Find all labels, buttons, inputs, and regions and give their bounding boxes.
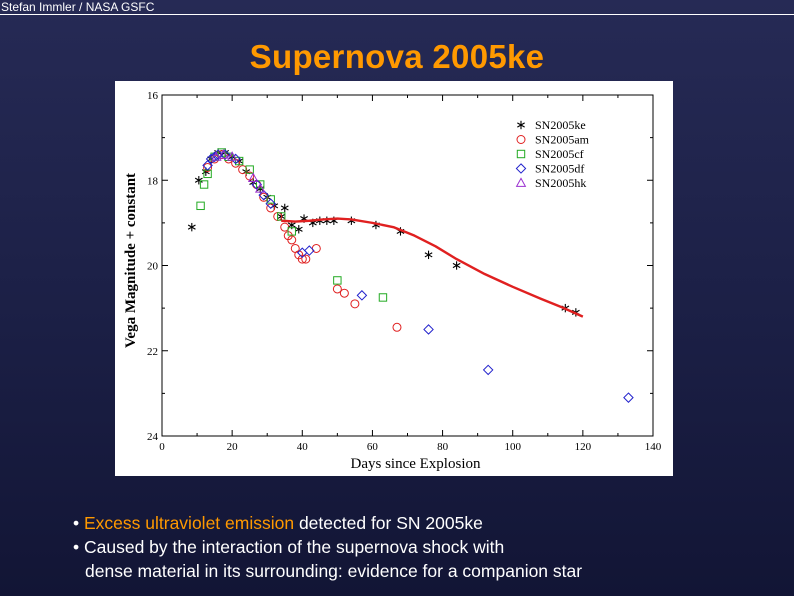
data-point-sn2005ke	[194, 176, 203, 185]
data-point-sn2005df	[230, 153, 241, 165]
header-rule	[0, 14, 794, 15]
x-tick-label: 80	[437, 441, 449, 453]
bullet-marker: •	[73, 513, 84, 533]
bullet-text: dense material in its surrounding: evide…	[85, 561, 583, 581]
data-point-sn2005df	[251, 179, 262, 190]
data-point-sn2005df	[265, 198, 277, 210]
bullet-text: detected for SN 2005ke	[294, 513, 483, 533]
data-point-sn2005cf	[199, 180, 209, 189]
x-tick-label: 120	[575, 441, 592, 453]
data-point-sn2005cf	[196, 201, 205, 211]
bullet-item-continuation: dense material in its surrounding: evide…	[73, 559, 783, 583]
data-point-sn2005cf	[378, 293, 388, 302]
data-point-sn2005ke	[452, 261, 461, 270]
data-point-sn2005df	[258, 189, 270, 201]
author-credit: Stefan Immler / NASA GSFC	[1, 0, 155, 14]
y-tick-label: 18	[147, 175, 159, 187]
data-point-sn2005hk	[218, 149, 229, 159]
x-tick-label: 40	[297, 441, 309, 453]
light-curve-chart: 0 20 40 60 80 100 120 140 16 18 20 22 24 Days since E…	[115, 81, 673, 476]
legend-label: SN2005cf	[535, 147, 584, 161]
slide-title: Supernova 2005ke	[0, 38, 794, 76]
data-point-sn2005am	[287, 235, 297, 245]
data-point-sn2005hk	[254, 183, 266, 193]
legend-marker-sn2005ke	[517, 120, 525, 130]
data-point-sn2005df	[623, 392, 634, 403]
bullet-list: • Excess ultraviolet emission detected f…	[73, 511, 783, 583]
data-point-sn2005cf	[287, 227, 296, 236]
legend-marker-sn2005hk	[515, 177, 527, 187]
legend-label: SN2005ke	[535, 118, 586, 132]
bullet-highlight: Excess ultraviolet emission	[84, 513, 295, 533]
data-point-sn2005am	[297, 254, 307, 264]
legend-label: SN2005am	[535, 133, 590, 147]
slide-title-text: Supernova 2005ke	[249, 38, 545, 75]
data-point-sn2005am	[203, 162, 213, 172]
data-point-sn2005df	[205, 153, 217, 165]
data-point-sn2005cf	[333, 276, 342, 285]
data-point-sn2005am	[280, 222, 290, 232]
y-tick-label: 16	[147, 90, 159, 102]
data-point-sn2005am	[350, 299, 360, 309]
data-point-sn2005am	[301, 254, 311, 264]
x-tick-label: 60	[367, 441, 379, 453]
data-point-sn2005cf	[266, 195, 275, 204]
y-tick-label: 24	[147, 431, 159, 443]
data-point-sn2005ke	[424, 250, 433, 260]
data-point-sn2005ke	[322, 216, 331, 225]
data-point-sn2005cf	[256, 180, 265, 189]
model-fit-line	[281, 217, 584, 318]
data-point-sn2005am	[266, 203, 276, 213]
data-point-sn2005am	[392, 322, 402, 332]
x-tick-label: 140	[645, 441, 662, 453]
legend-marker-sn2005am	[516, 135, 526, 144]
legend-label: SN2005df	[535, 162, 584, 176]
light-curve-svg: 0 20 40 60 80 100 120 140 16 18 20 22 24 Days since E…	[123, 90, 662, 472]
x-tick-label: 100	[504, 441, 521, 453]
data-point-sn2005ke	[187, 222, 196, 232]
data-point-sn2005am	[238, 165, 248, 175]
data-point-sn2005df	[482, 364, 494, 376]
data-point-sn2005df	[303, 245, 315, 256]
data-point-sn2005df	[356, 290, 368, 301]
x-tick-label: 20	[227, 441, 239, 453]
bullet-text: Caused by the interaction of the superno…	[84, 537, 505, 557]
data-point-sn2005ke	[294, 225, 303, 234]
x-axis-label: Days since Explosion	[351, 456, 481, 472]
legend-label: SN2005hk	[535, 176, 586, 190]
data-point-sn2005ke	[280, 203, 289, 213]
y-axis-label: Vega Magnitude + constant	[123, 173, 139, 348]
data-point-sn2005am	[339, 288, 349, 298]
data-point-sn2005am	[259, 192, 269, 202]
legend-marker-sn2005cf	[516, 149, 526, 159]
data-point-sn2005df	[423, 324, 434, 335]
legend-marker-sn2005df	[515, 163, 527, 174]
data-point-sn2005am	[332, 284, 342, 294]
data-point-sn2005hk	[226, 151, 238, 161]
bullet-item-interaction: • Caused by the interaction of the super…	[73, 535, 783, 559]
data-point-sn2005hk	[211, 151, 222, 161]
y-tick-label: 20	[147, 261, 159, 273]
x-tick-label: 0	[159, 441, 165, 453]
data-point-sn2005cf	[277, 212, 286, 221]
bullet-marker: •	[73, 537, 84, 557]
y-tick-label: 22	[147, 346, 158, 358]
data-point-sn2005cf	[245, 165, 254, 174]
data-point-sn2005hk	[247, 172, 259, 183]
bullet-item-uv-excess: • Excess ultraviolet emission detected f…	[73, 511, 783, 535]
